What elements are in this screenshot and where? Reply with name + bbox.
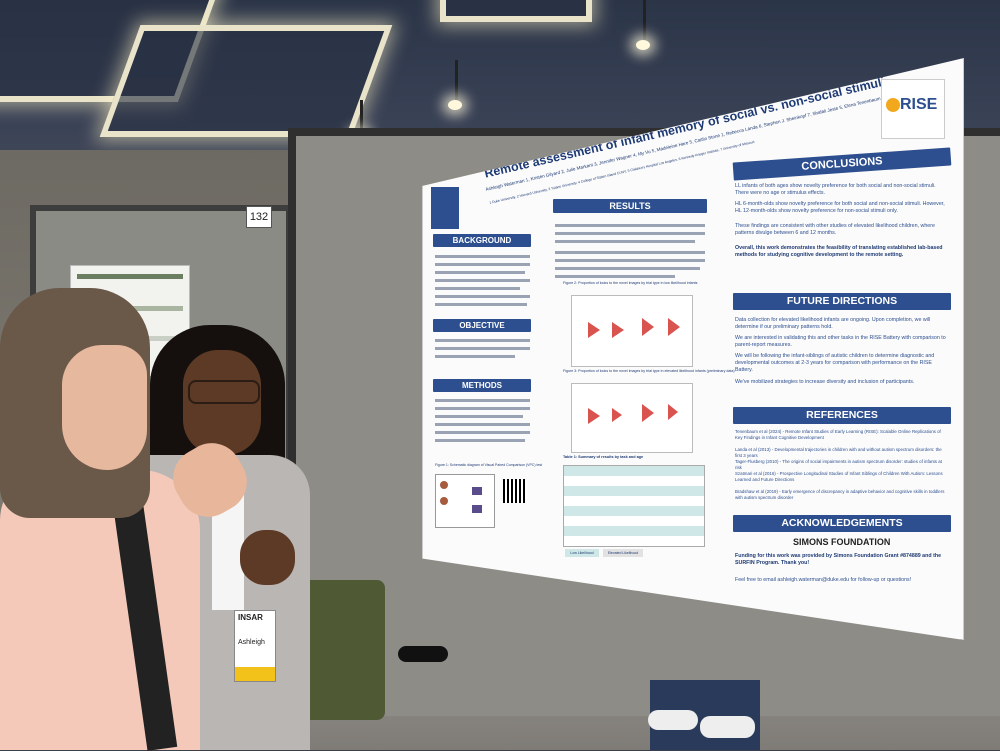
objective-header: OBJECTIVE [433,319,531,332]
figure2-plot [571,295,693,367]
table1-caption: Table 1: Summary of results by task and … [563,455,644,459]
legend-low: Low Likelihood [565,549,599,557]
results-header: RESULTS [553,199,707,213]
conclusion-4: Overall, this work demonstrates the feas… [735,245,943,258]
qr-code [503,479,527,503]
figure2-caption: Figure 2: Proportion of looks to the nov… [563,281,698,285]
future-2: We are interested in validating this and… [735,335,946,348]
conclusion-3: These findings are consistent with other… [735,223,935,236]
reference-4: Szatmari et al (2016) - Prospective Long… [735,471,943,482]
university-logo [431,187,459,229]
future-4: We've mobilized strategies to increase d… [735,379,915,385]
reference-2: Landa et al (2013) - Developmental traje… [735,447,942,458]
future-1: Data collection for elevated likelihood … [735,317,931,330]
presenter-hands [240,530,295,585]
conclusion-1: LL infants of both ages show novelty pre… [735,183,936,196]
rise-logo: RISE [881,79,945,139]
background-header: BACKGROUND [433,234,531,247]
simons-logo: SIMONS FOUNDATION [793,537,891,547]
legend-elevated: Elevated Likelihood [603,549,643,557]
acknowledgements-header: ACKNOWLEDGEMENTS [733,515,951,532]
vpc-diagram [435,474,495,528]
conclusion-2: HL 6-month-olds show novelty preference … [735,201,945,214]
name-badge: INSAR Ashleigh [234,610,276,682]
booth-number: 132 [246,206,272,228]
future-3: We will be following the infant-siblings… [735,353,935,373]
spot-light [448,100,462,110]
contact-text: Feel free to email ashleigh.waterman@duk… [735,577,912,583]
figure3-plot [571,383,693,453]
reference-1: Tenenbaum et al (2024) - Remote Infant S… [735,429,941,440]
funding-text: Funding for this work was provided by Si… [735,553,942,566]
ceiling-light [440,0,592,22]
spot-light [636,40,650,50]
results-table [563,465,705,547]
conclusions-header: CONCLUSIONS [732,147,952,181]
references-header: REFERENCES [733,407,951,424]
glasses [188,380,260,404]
figure1-caption: Figure 1: Schematic diagram of Visual Pa… [435,463,543,467]
visitor-face [62,345,147,470]
figure3-caption: Figure 3: Proportion of looks to the nov… [563,369,735,373]
sneaker [700,716,755,738]
reference-5: Bradshaw et al (2019) - Early emergence … [735,489,945,500]
reference-3: Tager-Flusberg (2010) - The origins of s… [735,459,942,470]
methods-header: METHODS [433,379,531,392]
future-directions-header: FUTURE DIRECTIONS [733,293,951,310]
chair [300,580,385,720]
sneaker [648,710,698,730]
ceiling-light [99,25,393,137]
shoe [398,646,448,662]
